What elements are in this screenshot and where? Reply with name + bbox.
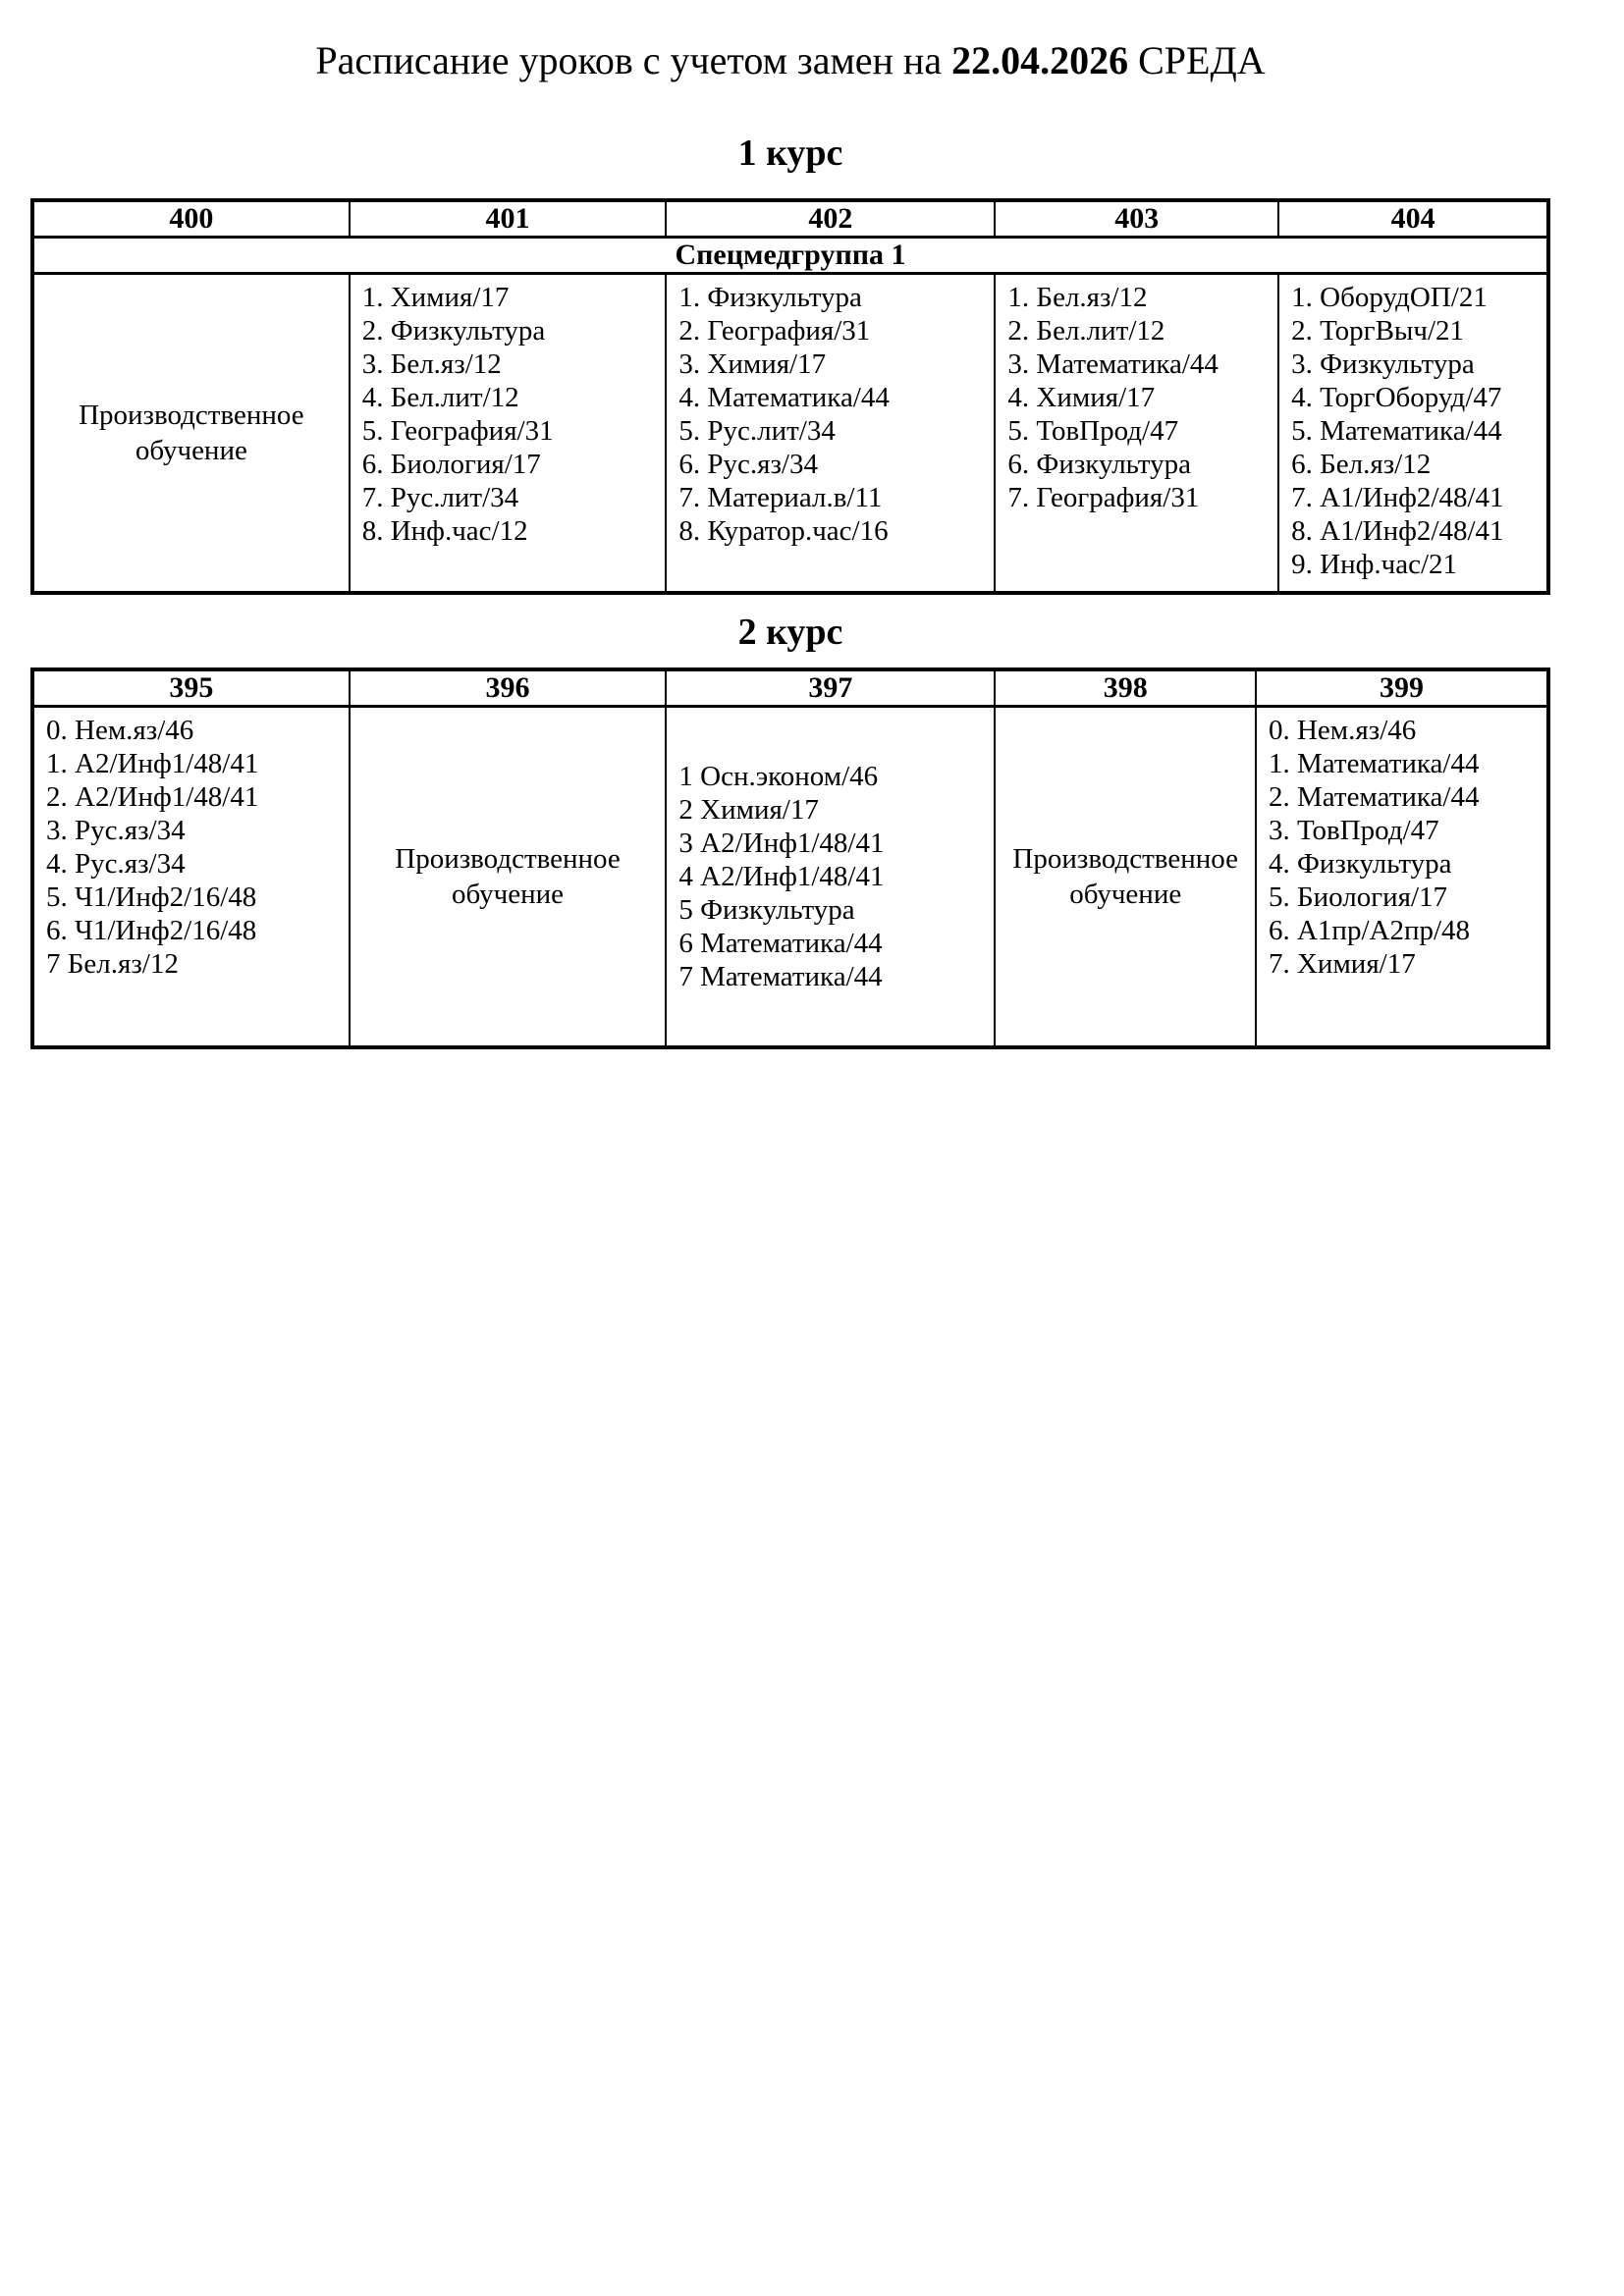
- course1-table: 400 401 402 403 404 Спецмедгруппа 1 Прои…: [30, 197, 1550, 595]
- lesson-entry: 6. Физкультура: [1007, 448, 1191, 480]
- lesson-entry: 1. А2/Инф1/48/41: [46, 747, 259, 779]
- lesson-entry: 4. Физкультура: [1268, 847, 1452, 880]
- lessons-cell-404: 1. ОборудОП/21 2. ТоргВыч/21 3. Физкультур…: [1277, 272, 1549, 594]
- lesson-entry: 6. Биология/17: [361, 448, 541, 480]
- lesson-entry: 0. Нем.яз/46: [46, 714, 194, 746]
- course1-heading: 1 курс: [737, 133, 843, 174]
- lesson-entry: 4. ТоргОборуд/47: [1291, 381, 1502, 413]
- specmed-label: Спецмедгруппа 1: [31, 236, 1549, 275]
- lesson-entry: 2. ТоргВыч/21: [1291, 314, 1465, 347]
- lesson-entry: 4. Математика/44: [678, 381, 890, 413]
- lesson-entry: 7. А1/Инф2/48/41: [1291, 481, 1504, 513]
- lesson-entry: 8. Инф.час/12: [361, 514, 528, 547]
- lessons-cell-401: 1. Химия/17 2. Физкультура 3. Бел.яз/12 4. …: [348, 272, 668, 594]
- lesson-entry: 7. Рус.лит/34: [361, 481, 519, 513]
- page-title: Расписание уроков с учетом замен на 22.0…: [30, 0, 1550, 84]
- course2-header-row: 395 396 397 398 399: [31, 667, 1550, 708]
- lesson-entry: 4. Химия/17: [1007, 381, 1156, 413]
- lesson-entry: 5. ТовПрод/47: [1007, 414, 1179, 447]
- lesson-entry: 6. Бел.яз/12: [1291, 448, 1432, 480]
- lesson-entry: 6. А1пр/А2пр/48: [1268, 914, 1471, 946]
- lesson-entry: 6. Ч1/Инф2/16/48: [46, 914, 257, 946]
- course2-heading: 2 курс: [737, 611, 843, 653]
- group-header-396: 396: [348, 667, 668, 708]
- lesson-entry: 4. Бел.лит/12: [361, 381, 519, 413]
- group-header-403: 403: [994, 198, 1280, 239]
- group-header-402: 402: [665, 198, 997, 239]
- group-header-399: 399: [1254, 667, 1550, 708]
- lesson-entry: 8. Куратор.час/16: [678, 514, 889, 547]
- lesson-entry: 5. Биология/17: [1268, 881, 1448, 913]
- lessons-cell-396: Производственное обучение: [348, 705, 668, 1048]
- lesson-entry: 7 Математика/44: [678, 960, 883, 992]
- lesson-entry: 1. Физкультура: [678, 281, 862, 313]
- lessons-cell-399: 0. Нем.яз/46 1. Математика/44 2. Математик…: [1254, 705, 1550, 1048]
- group-header-397: 397: [665, 667, 997, 708]
- lesson-entry: 0. Нем.яз/46: [1268, 714, 1417, 746]
- lesson-entry: 2. Бел.лит/12: [1007, 314, 1165, 347]
- lesson-entry: 2. География/31: [678, 314, 871, 347]
- group-header-404: 404: [1277, 198, 1549, 239]
- lesson-entry: 1. Математика/44: [1268, 747, 1480, 779]
- lesson-entry: 1 Осн.эконом/46: [678, 760, 879, 792]
- lesson-entry: 4. Рус.яз/34: [46, 847, 186, 880]
- course1-header-row: 400 401 402 403 404: [31, 198, 1549, 239]
- lesson-entry: 3. Математика/44: [1007, 347, 1218, 380]
- lesson-entry: 3. Бел.яз/12: [361, 347, 502, 380]
- course1-lessons-row: Производственное обучение 1. Химия/17 2. …: [31, 272, 1549, 594]
- lesson-entry: 7. География/31: [1007, 481, 1200, 513]
- lesson-entry: 5. Математика/44: [1291, 414, 1502, 447]
- specmed-row: Спецмедгруппа 1: [31, 236, 1549, 275]
- lesson-entry: 3. ТовПрод/47: [1268, 814, 1439, 846]
- lesson-entry: 2. Физкультура: [361, 314, 546, 347]
- page-content: Расписание уроков с учетом замен на 22.0…: [30, 0, 1550, 1049]
- lessons-cell-398: Производственное обучение: [994, 705, 1257, 1048]
- lesson-entry: 7. Химия/17: [1268, 947, 1416, 980]
- lesson-entry: 5 Физкультура: [678, 893, 855, 926]
- group-header-398: 398: [994, 667, 1257, 708]
- lesson-entry: 7 Бел.яз/12: [46, 947, 179, 980]
- lesson-entry: 3. Рус.яз/34: [46, 814, 186, 846]
- lesson-entry: 3. Физкультура: [1291, 347, 1475, 380]
- lesson-entry: 8. А1/Инф2/48/41: [1291, 514, 1504, 547]
- lesson-entry: 2. Математика/44: [1268, 780, 1480, 813]
- lesson-entry: 6. Рус.яз/34: [678, 448, 818, 480]
- lesson-entry: 3 А2/Инф1/48/41: [678, 827, 885, 859]
- group-header-401: 401: [348, 198, 668, 239]
- lesson-entry: 6 Математика/44: [678, 927, 883, 959]
- lessons-cell-403: 1. Бел.яз/12 2. Бел.лит/12 3. Математика/4…: [994, 272, 1280, 594]
- title-prefix: Расписание уроков с учетом замен на: [315, 38, 952, 82]
- title-date: 22.04.2026: [951, 38, 1129, 82]
- lesson-entry: 2. А2/Инф1/48/41: [46, 780, 259, 813]
- group-header-395: 395: [31, 667, 351, 708]
- lesson-entry: 1. Химия/17: [361, 281, 510, 313]
- lesson-entry: 2 Химия/17: [678, 793, 819, 826]
- lesson-entry: 9. Инф.час/21: [1291, 548, 1458, 580]
- lesson-entry: 1. Бел.яз/12: [1007, 281, 1148, 313]
- lessons-cell-395: 0. Нем.яз/46 1. А2/Инф1/48/41 2. А2/Инф1/4…: [31, 705, 351, 1048]
- group-header-400: 400: [31, 198, 351, 239]
- course2-lessons-row: 0. Нем.яз/46 1. А2/Инф1/48/41 2. А2/Инф1/4…: [31, 705, 1550, 1048]
- lesson-entry: 5. Ч1/Инф2/16/48: [46, 881, 257, 913]
- lesson-entry: 1. ОборудОП/21: [1291, 281, 1488, 313]
- lesson-entry: 5. География/31: [361, 414, 554, 447]
- lesson-entry: 5. Рус.лит/34: [678, 414, 836, 447]
- lesson-entry: 3. Химия/17: [678, 347, 827, 380]
- lesson-entry: 7. Материал.в/11: [678, 481, 883, 513]
- lessons-cell-402: 1. Физкультура 2. География/31 3. Химия/17…: [665, 272, 997, 594]
- course2-table: 395 396 397 398 399 0. Нем.яз/46 1. А2/Ин…: [30, 667, 1550, 1049]
- lessons-cell-397: 1 Осн.эконом/46 2 Химия/17 3 А2/Инф1/48/41…: [665, 705, 997, 1048]
- lesson-entry: 4 А2/Инф1/48/41: [678, 860, 885, 892]
- lessons-cell-400: Производственное обучение: [31, 272, 351, 594]
- title-weekday: СРЕДА: [1128, 38, 1266, 82]
